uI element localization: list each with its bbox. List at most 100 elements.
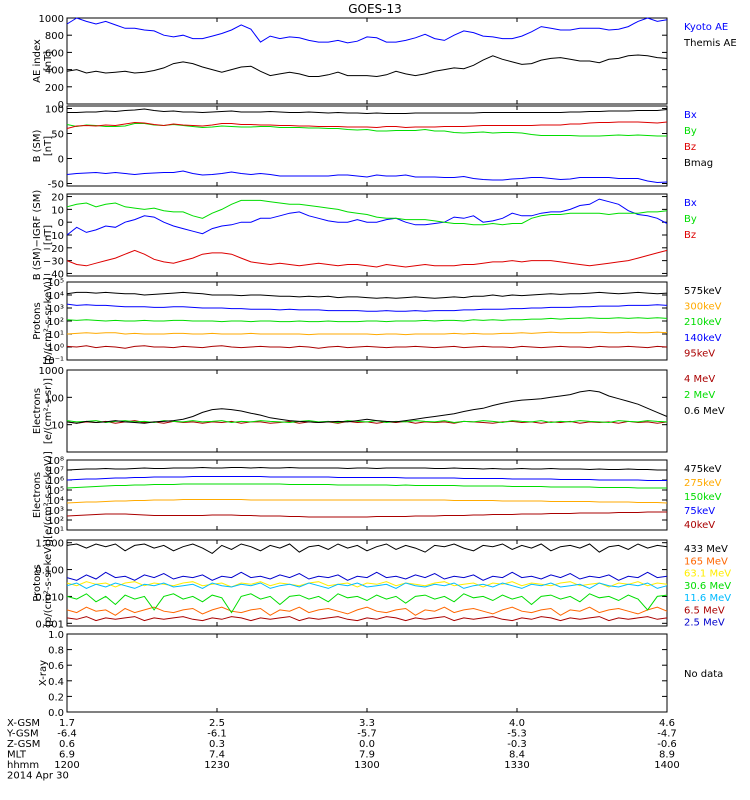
ephemeris-value: 4.0 <box>509 718 525 729</box>
series-line-by <box>66 199 668 226</box>
ephemeris-value: 0.0 <box>359 739 375 750</box>
y-axis-label-line: B (SM) <box>32 129 43 162</box>
series-line-75kev <box>66 476 667 481</box>
legend-entry: 95keV <box>684 348 715 359</box>
series-line-11-6-mev <box>66 582 668 589</box>
y-axis-label-line: [nT] <box>43 225 54 245</box>
legend-entry: Bx <box>684 198 697 209</box>
y-tick-label: 0.001 <box>35 619 64 630</box>
legend-entry: 30.6 MeV <box>684 581 731 592</box>
legend-entry: Themis AE <box>683 38 737 49</box>
ephemeris-value: 1.7 <box>59 718 75 729</box>
series-line-bz <box>66 121 668 129</box>
y-axis-label-line: Electrons <box>32 388 43 434</box>
y-tick-label: 10⁷ <box>47 466 64 477</box>
y-tick-label: 10¹ <box>47 330 64 341</box>
y-axis-label: X-ray <box>38 660 49 686</box>
y-tick-label: 0.0 <box>48 708 64 719</box>
y-axis-label-line: B (SM)−IGRF (SM) <box>32 190 43 281</box>
y-tick-label: 1000 <box>39 366 64 377</box>
ephemeris-value: 0.6 <box>59 739 75 750</box>
panel-protons_kev: 10⁻¹10⁰10¹10²10³10⁴10⁵Protons[p/(cm²-s-s… <box>32 277 722 367</box>
series-line-30-6-mev <box>66 593 668 614</box>
series-line-40kev <box>66 511 667 518</box>
y-tick-label: 10¹ <box>47 526 64 537</box>
ephemeris-value: 2.5 <box>209 718 225 729</box>
y-tick-label: 50 <box>51 130 64 141</box>
y-tick-label: 20 <box>51 193 64 204</box>
y-tick-label: −40 <box>43 269 64 280</box>
legend-entry: 140keV <box>684 333 722 344</box>
series-line-6-5-mev <box>66 616 668 622</box>
series-line-275kev <box>66 499 668 504</box>
y-tick-label: 0.2 <box>48 692 64 703</box>
legend-entry: 210keV <box>684 317 722 328</box>
y-axis-label-line: Protons <box>32 302 43 339</box>
y-tick-label: 0.4 <box>48 677 64 688</box>
series-line-bmag <box>67 108 668 115</box>
y-tick-label: 400 <box>45 66 64 77</box>
y-axis-label-line: AE index <box>32 39 43 83</box>
panel-frame <box>66 369 668 453</box>
y-tick-label: 0 <box>58 218 64 229</box>
legend-entry: 0.6 MeV <box>684 406 725 417</box>
legend-entry: 150keV <box>684 492 722 503</box>
series-line-475kev <box>66 466 667 471</box>
series-line-433-mev <box>66 543 668 555</box>
ephemeris-value: -0.6 <box>657 739 677 750</box>
y-tick-label: 100 <box>45 393 64 404</box>
y-axis-label: Protons[p/(cm²-s-sr-keV)] <box>32 277 54 365</box>
ephemeris-value: -0.3 <box>507 739 527 750</box>
y-axis-label-line: Electrons <box>32 472 43 518</box>
y-axis-label: Electrons[e/(cm²-s-sr-keV)] <box>32 451 54 539</box>
y-tick-label: 10⁶ <box>47 476 64 487</box>
ephemeris-value: 7.4 <box>209 750 225 761</box>
x-axis-ephemeris: X-GSM 1.7 2.5 3.3 4.0 4.6 Y-GSM -6.4 -6.1 -5.7 -5.… <box>6 718 680 782</box>
panel-protons_mev: 0.0010.0100.1001.000Protons[p/(cm²-s-sr-… <box>32 539 731 631</box>
y-axis-label: AE index[nT] <box>32 39 54 83</box>
series-line-themis-ae <box>66 54 668 78</box>
y-tick-label: 10² <box>47 516 64 527</box>
y-tick-label: -50 <box>48 180 64 191</box>
y-tick-label: 10⁸ <box>47 456 64 467</box>
ephemeris-row-label: Z-GSM <box>7 739 40 750</box>
legend-entry: 165 MeV <box>684 556 728 567</box>
y-tick-label: −10 <box>43 231 64 242</box>
y-tick-label: −30 <box>43 257 64 268</box>
y-axis-label-line: [nT] <box>43 51 54 71</box>
ephemeris-value: 6.9 <box>59 750 75 761</box>
ephemeris-value: 8.4 <box>509 750 525 761</box>
y-tick-label: 10⁰ <box>47 343 64 354</box>
ephemeris-value: 1300 <box>354 760 379 771</box>
ephemeris-value: 1230 <box>204 760 229 771</box>
panel-ae: 0 200 400 600 800 1000 AE index[nT] Kyoto AE The… <box>32 14 737 111</box>
legend-entry: 2.5 MeV <box>684 618 725 629</box>
ephemeris-value: -4.7 <box>657 729 677 740</box>
y-axis-label-line: [p/(cm²-s-sr-keV)] <box>43 539 54 627</box>
y-tick-label: 600 <box>45 48 64 59</box>
ephemeris-row-label: Y-GSM <box>6 729 39 740</box>
y-tick-label: 0 <box>58 155 64 166</box>
panel-frame <box>66 633 668 713</box>
ephemeris-row-label: MLT <box>7 750 27 761</box>
ephemeris-value: 0.3 <box>209 739 225 750</box>
no-data-note: No data <box>684 669 723 680</box>
y-tick-label: 1000 <box>39 14 64 25</box>
legend-entry: Kyoto AE <box>684 22 728 33</box>
figure-title: GOES-13 <box>348 2 402 16</box>
y-tick-label: 10⁵ <box>47 486 64 497</box>
y-tick-label: 10⁴ <box>47 496 64 507</box>
panel-xray: 0.0 0.2 0.4 0.6 0.8 1.0 X-ray No data <box>38 630 723 719</box>
ephemeris-row-label: X-GSM <box>7 718 40 729</box>
ephemeris-value: 1200 <box>54 760 79 771</box>
y-tick-label: 10³ <box>47 304 64 315</box>
legend-entry: 575keV <box>684 286 722 297</box>
panel-frame <box>66 459 668 531</box>
panel-frame <box>66 105 668 187</box>
ephemeris-value: -6.1 <box>207 729 227 740</box>
y-axis-label-line: Protons <box>32 564 43 601</box>
legend-entry: 63.1 MeV <box>684 569 731 580</box>
